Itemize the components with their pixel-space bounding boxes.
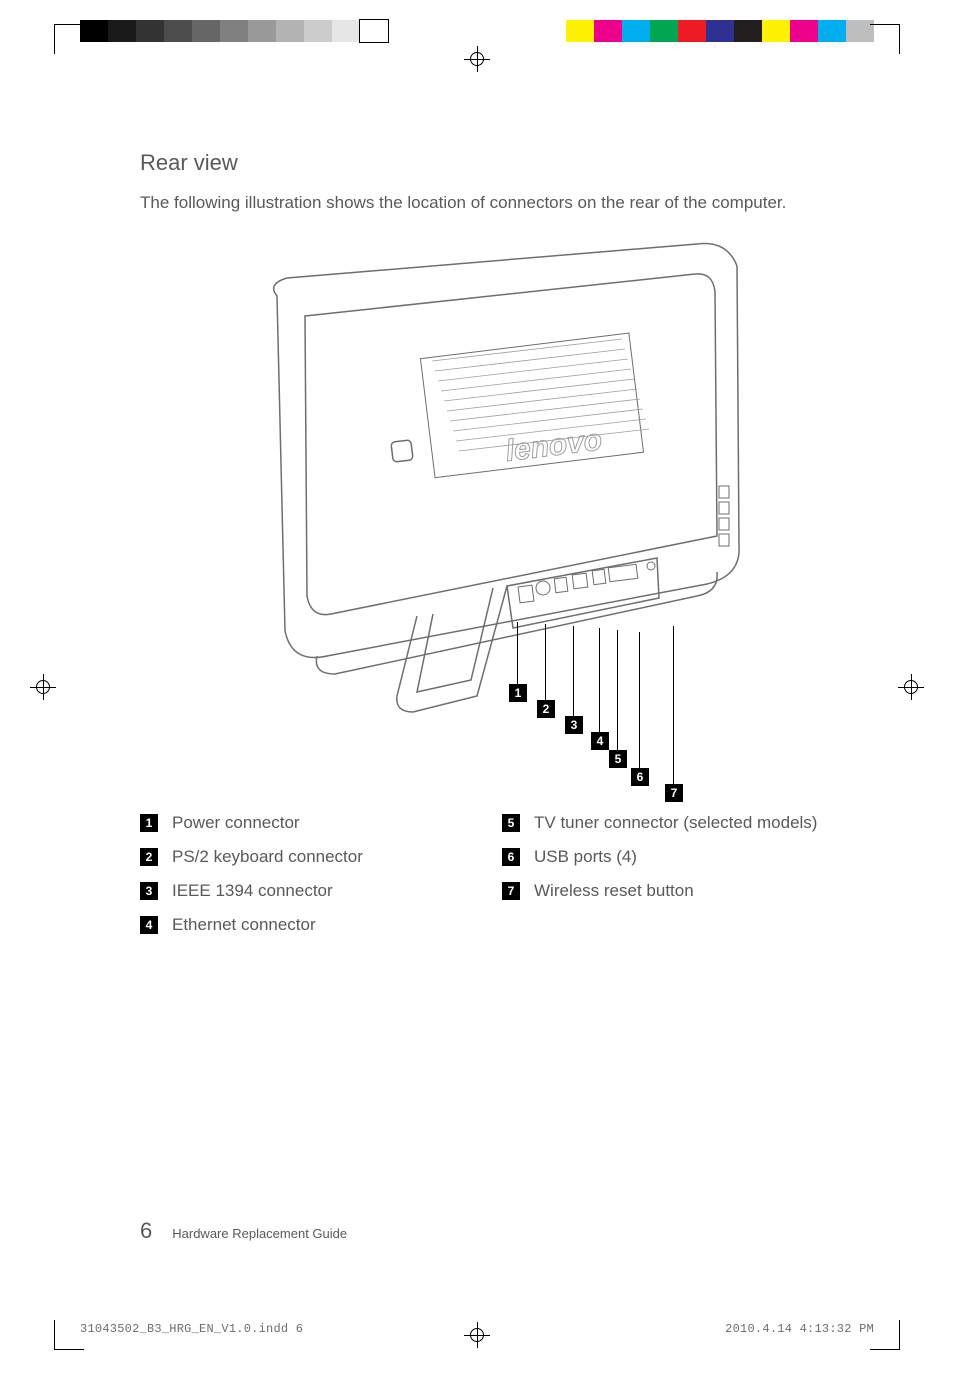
legend-badge: 4 — [140, 916, 158, 934]
legend-label: IEEE 1394 connector — [172, 874, 333, 908]
callout-1: 1 — [509, 684, 527, 702]
legend-item-4: 4 Ethernet connector — [140, 908, 472, 942]
callout-3: 3 — [565, 716, 583, 734]
legend-badge: 7 — [502, 882, 520, 900]
intro-text: The following illustration shows the loc… — [140, 190, 834, 216]
legend-col-left: 1 Power connector 2 PS/2 keyboard connector… — [140, 806, 472, 942]
slug-line: 31043502_B3_HRG_EN_V1.0.indd 6 2010.4.14… — [80, 1322, 874, 1336]
section-title: Rear view — [140, 150, 834, 176]
legend-item-5: 5 TV tuner connector (selected models) — [502, 806, 834, 840]
callout-badge: 4 — [591, 732, 609, 750]
callout-badge: 7 — [665, 784, 683, 802]
legend-item-6: 6 USB ports (4) — [502, 840, 834, 874]
callout-7: 7 — [665, 784, 683, 802]
rear-view-illustration: lenovo — [207, 226, 767, 796]
legend-badge: 3 — [140, 882, 158, 900]
page-content: Rear view The following illustration sho… — [140, 150, 834, 1254]
legend-badge: 1 — [140, 814, 158, 832]
color-bar — [566, 20, 874, 42]
doc-title: Hardware Replacement Guide — [172, 1226, 347, 1241]
callout-5: 5 — [609, 750, 627, 768]
callout-badge: 6 — [631, 768, 649, 786]
callout-2: 2 — [537, 700, 555, 718]
legend-label: Power connector — [172, 806, 300, 840]
legend-label: Ethernet connector — [172, 908, 316, 942]
legend-badge: 5 — [502, 814, 520, 832]
brand-logo: lenovo — [504, 423, 604, 468]
legend-label: Wireless reset button — [534, 874, 694, 908]
registration-mark-right — [898, 674, 924, 700]
legend-item-1: 1 Power connector — [140, 806, 472, 840]
callout-badge: 1 — [509, 684, 527, 702]
computer-rear-svg: lenovo — [207, 226, 767, 796]
legend-badge: 2 — [140, 848, 158, 866]
slug-timestamp: 2010.4.14 4:13:32 PM — [725, 1322, 874, 1336]
crop-corner — [870, 1320, 900, 1350]
callout-6: 6 — [631, 768, 649, 786]
callout-badge: 5 — [609, 750, 627, 768]
crop-marks-top — [0, 20, 954, 80]
legend-label: PS/2 keyboard connector — [172, 840, 363, 874]
crop-corner — [54, 24, 84, 54]
page-number: 6 — [140, 1218, 152, 1244]
legend-item-7: 7 Wireless reset button — [502, 874, 834, 908]
legend: 1 Power connector 2 PS/2 keyboard connector… — [140, 806, 834, 942]
legend-badge: 6 — [502, 848, 520, 866]
legend-item-2: 2 PS/2 keyboard connector — [140, 840, 472, 874]
callout-badge: 3 — [565, 716, 583, 734]
crop-corner — [870, 24, 900, 54]
legend-item-3: 3 IEEE 1394 connector — [140, 874, 472, 908]
registration-mark-left — [30, 674, 56, 700]
callout-badge: 2 — [537, 700, 555, 718]
legend-label: TV tuner connector (selected models) — [534, 806, 817, 840]
page-footer: 6 Hardware Replacement Guide — [140, 1218, 347, 1244]
legend-label: USB ports (4) — [534, 840, 637, 874]
grayscale-bar — [80, 20, 388, 42]
callout-4: 4 — [591, 732, 609, 750]
legend-col-right: 5 TV tuner connector (selected models) 6 US… — [502, 806, 834, 942]
slug-file: 31043502_B3_HRG_EN_V1.0.indd 6 — [80, 1322, 303, 1336]
registration-mark-top — [464, 46, 490, 72]
